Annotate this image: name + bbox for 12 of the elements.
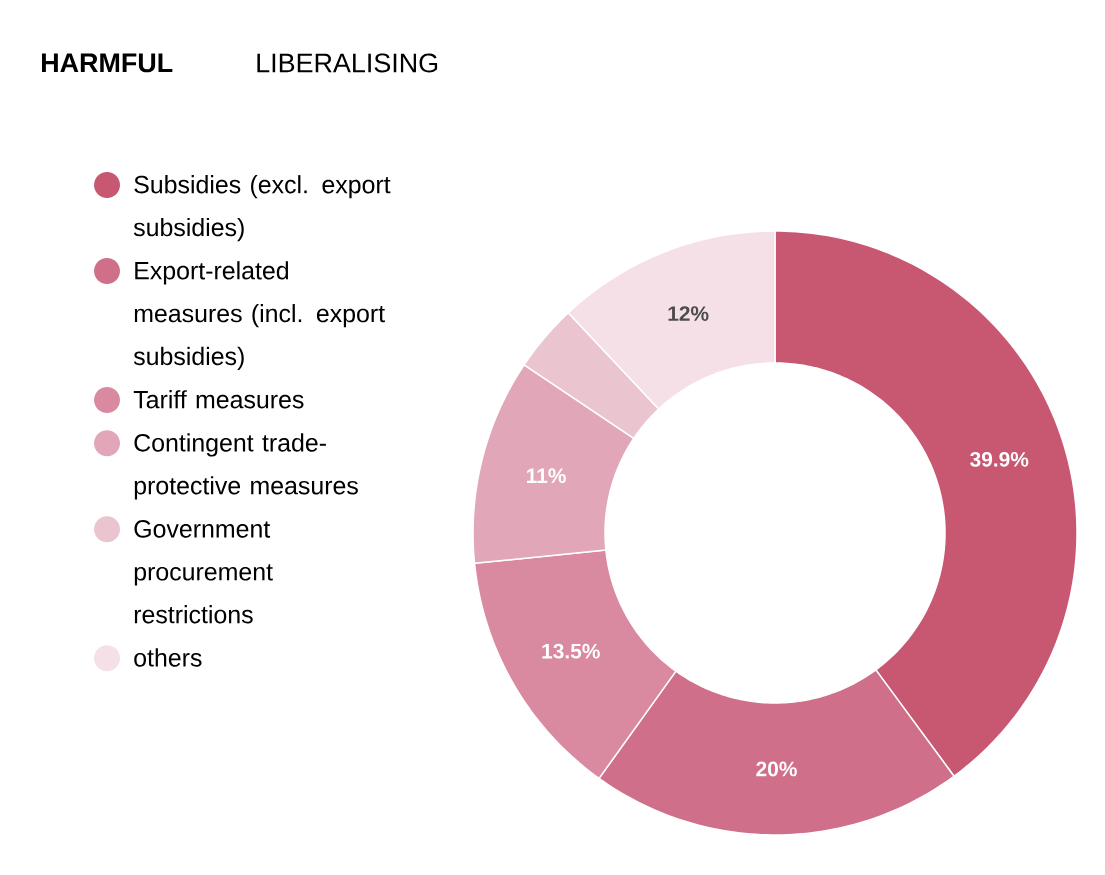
legend-label: others [134, 648, 202, 667]
data-label: 13.5% [542, 643, 600, 659]
legend-label: Subsidies (excl. export subsidies) [133, 175, 391, 242]
chart-subtitle: LIBERALISING [257, 53, 438, 73]
data-label: 39.9% [970, 451, 1029, 467]
legend-label: Export-related measures (incl. export subsidies) [133, 261, 385, 371]
legend-label: Contingent trade-protective measures [134, 433, 358, 500]
data-label: 12% [668, 306, 709, 321]
data-label: 11% [527, 468, 566, 484]
legend-label: Tariff measures [133, 390, 304, 409]
data-label: 20% [756, 761, 797, 777]
chart-title: HARMFUL [42, 53, 173, 73]
